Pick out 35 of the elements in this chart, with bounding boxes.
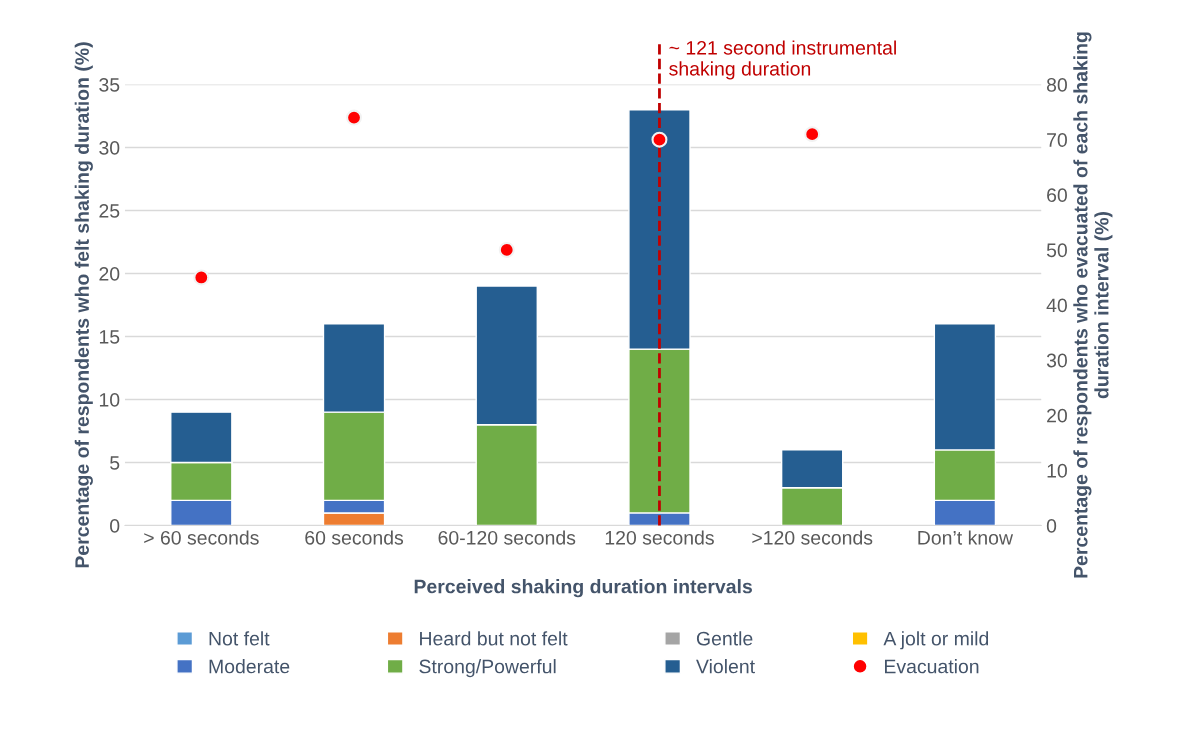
legend-label: Violent <box>696 659 755 674</box>
y2-tick-label: 0 <box>1046 518 1057 533</box>
y-tick-label: 20 <box>99 266 120 281</box>
y2-tick-label: 10 <box>1047 463 1067 478</box>
y-tick-label: 15 <box>99 330 120 344</box>
y2-tick-label: 40 <box>1046 298 1067 313</box>
legend-label: Gentle <box>696 631 753 646</box>
x-axis-title: Perceived shaking duration intervals <box>414 579 752 598</box>
x-tick-label: > 60 seconds <box>144 530 259 545</box>
x-tick-label: 60 seconds <box>305 530 404 545</box>
y2-tick-label: 30 <box>1046 353 1067 368</box>
y-tick-label: 10 <box>99 392 120 407</box>
legend-label: Moderate <box>209 659 290 674</box>
y-tick-label: 5 <box>110 456 120 470</box>
y-axis-title: Percentage of respondents who felt shaking duration (%) <box>74 42 93 568</box>
legend-label: A jolt or mild <box>883 631 989 650</box>
y2-tick-label: 80 <box>1046 77 1067 92</box>
y-tick-label: 25 <box>99 203 120 218</box>
y2-axis-title: Percentage of respondents who evacuated of each shaking duration interval (%) <box>1073 32 1113 578</box>
x-tick-label: Don’t know <box>918 530 1014 545</box>
x-tick-label: 120 seconds <box>605 530 714 545</box>
legend-label: Not felt <box>209 631 270 646</box>
x-tick-label: >120 seconds <box>752 530 873 545</box>
y-tick-label: 30 <box>99 140 120 155</box>
y2-tick-label: 70 <box>1047 133 1067 147</box>
x-tick-label: 60-120 seconds <box>438 530 576 545</box>
legend-label: Heard but not felt <box>420 631 568 646</box>
y2-tick-label: 20 <box>1047 408 1067 423</box>
y2-tick-label: 50 <box>1046 243 1067 258</box>
y-tick-label: 0 <box>110 518 120 533</box>
ref-line-label: ~ 121 second instrumental shaking duration <box>669 40 896 80</box>
legend-label: Evacuation <box>885 659 979 674</box>
y-tick-label: 35 <box>99 77 120 92</box>
y2-tick-label: 60 <box>1047 188 1067 203</box>
legend-label: Strong/Powerful <box>419 659 556 678</box>
